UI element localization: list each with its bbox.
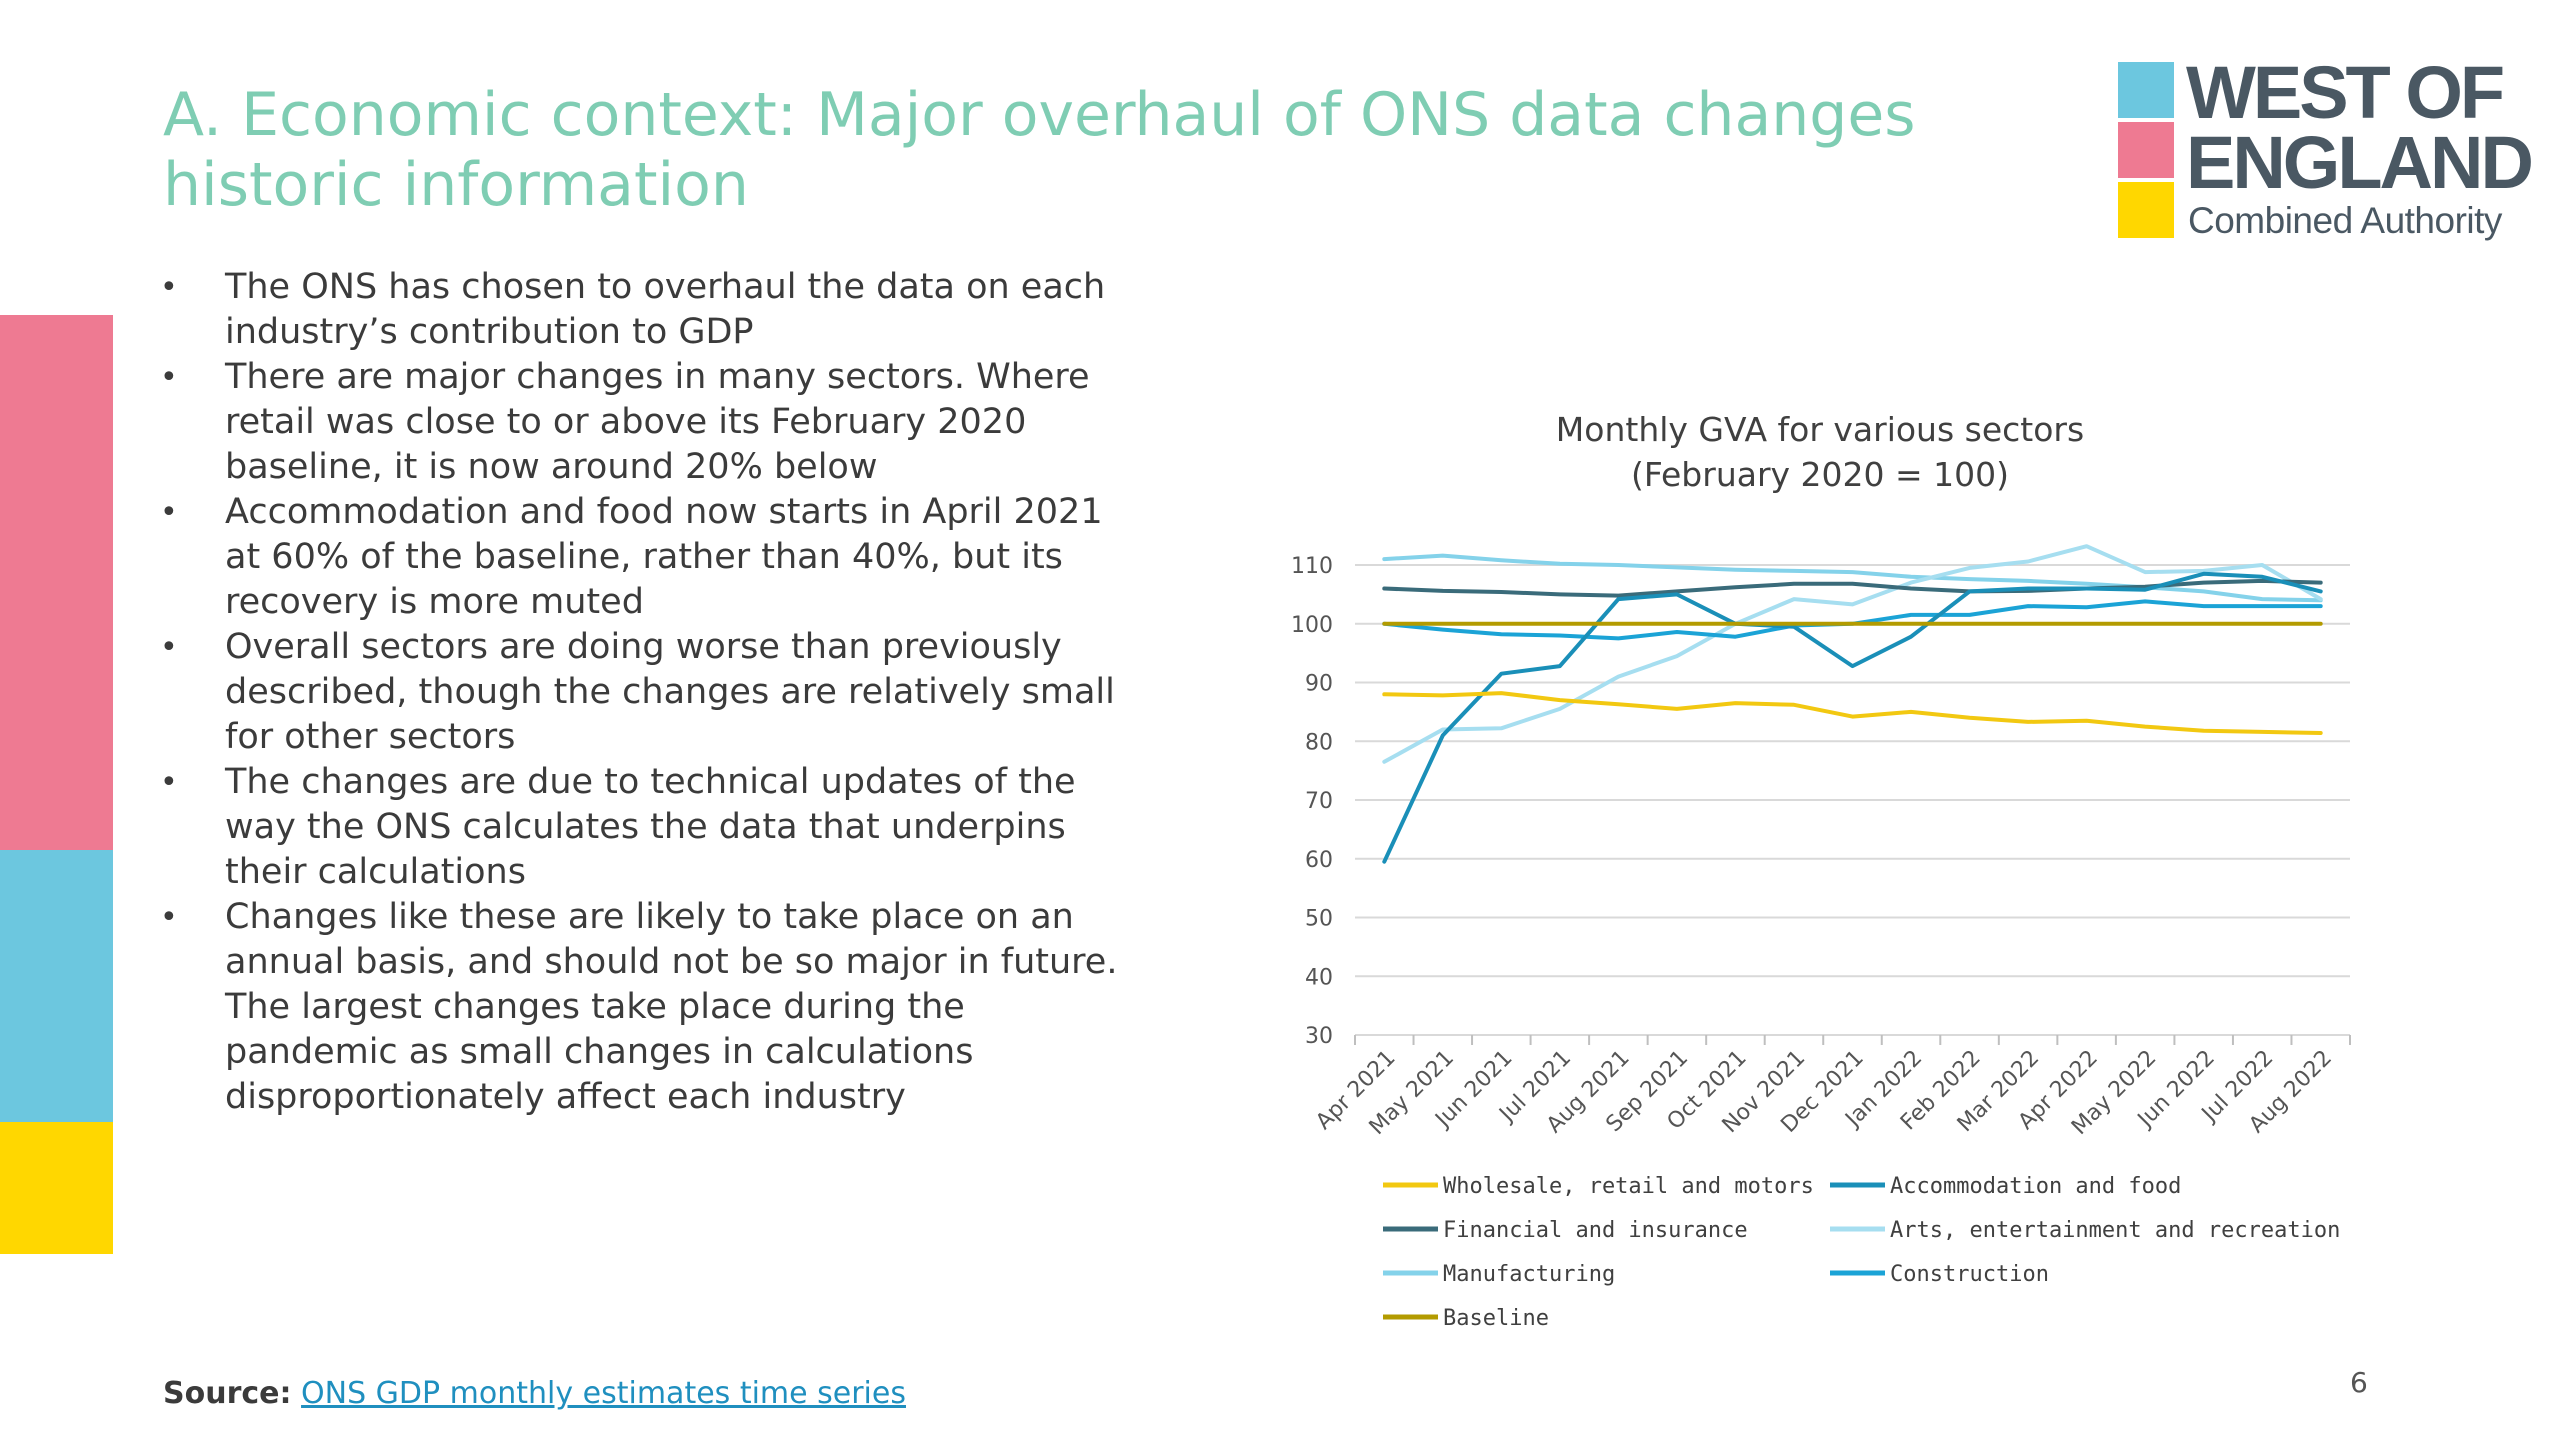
series-line-accommodation-and-food	[1382, 571, 2323, 864]
chart-subtitle: (February 2020 = 100)	[1631, 455, 2009, 494]
legend-label: Accommodation and food	[1890, 1174, 2181, 1199]
source-link[interactable]: ONS GDP monthly estimates time series	[301, 1376, 906, 1411]
y-tick-label: 40	[1305, 965, 1333, 990]
y-tick-label: 90	[1305, 672, 1333, 697]
y-tick-label: 100	[1291, 613, 1333, 638]
bullet-list: The ONS has chosen to overhaul the data …	[160, 265, 1120, 1120]
y-tick-label: 30	[1305, 1024, 1333, 1049]
series-line-construction	[1382, 599, 2323, 641]
y-tick-label: 50	[1305, 907, 1333, 932]
legend-label: Arts, entertainment and recreation	[1890, 1218, 2340, 1243]
legend-label: Financial and insurance	[1443, 1218, 1748, 1243]
series-line-wholesale-retail-and-motors	[1382, 691, 2323, 735]
bullet-item: Changes like these are likely to take pl…	[160, 895, 1120, 1120]
logo-line-1: WEST OF	[2186, 51, 2505, 134]
legend-label: Wholesale, retail and motors	[1443, 1174, 1814, 1199]
bullet-item: Accommodation and food now starts in Apr…	[160, 490, 1120, 625]
source-label: Source:	[163, 1376, 292, 1411]
y-tick-label: 70	[1305, 789, 1333, 814]
accent-bar-blue	[0, 850, 113, 1122]
logo-pink-square	[2118, 122, 2174, 178]
gva-line-chart: Monthly GVA for various sectors (February…	[1291, 410, 2351, 1331]
chart-title: Monthly GVA for various sectors	[1556, 410, 2084, 449]
y-tick-label: 110	[1291, 554, 1333, 579]
y-tick-label: 80	[1305, 730, 1333, 755]
page-number: 6	[2350, 1366, 2368, 1399]
y-tick-label: 60	[1305, 848, 1333, 873]
bullet-item: The changes are due to technical updates…	[160, 760, 1120, 895]
accent-bar-yellow	[0, 1122, 113, 1254]
logo-line-2: ENGLAND	[2186, 121, 2534, 204]
accent-bar-pink	[0, 315, 113, 850]
logo-blue-square	[2118, 62, 2174, 118]
series-line-arts-entertainment-and-recreation	[1382, 544, 2323, 764]
bullet-item: Overall sectors are doing worse than pre…	[160, 625, 1120, 760]
legend-label: Construction	[1890, 1262, 2049, 1287]
bullet-item: There are major changes in many sectors.…	[160, 355, 1120, 490]
source-line: Source: ONS GDP monthly estimates time s…	[163, 1376, 906, 1411]
series-line-manufacturing	[1382, 553, 2323, 603]
bullet-item: The ONS has chosen to overhaul the data …	[160, 265, 1120, 355]
legend-label: Manufacturing	[1443, 1262, 1615, 1287]
slide-title: A. Economic context: Major overhaul of O…	[163, 80, 1916, 220]
logo-yellow-square	[2118, 182, 2174, 238]
west-of-england-logo: WEST OF ENGLAND Combined Authority	[2118, 51, 2548, 248]
logo-line-3: Combined Authority	[2188, 200, 2502, 241]
legend-label: Baseline	[1443, 1306, 1549, 1331]
